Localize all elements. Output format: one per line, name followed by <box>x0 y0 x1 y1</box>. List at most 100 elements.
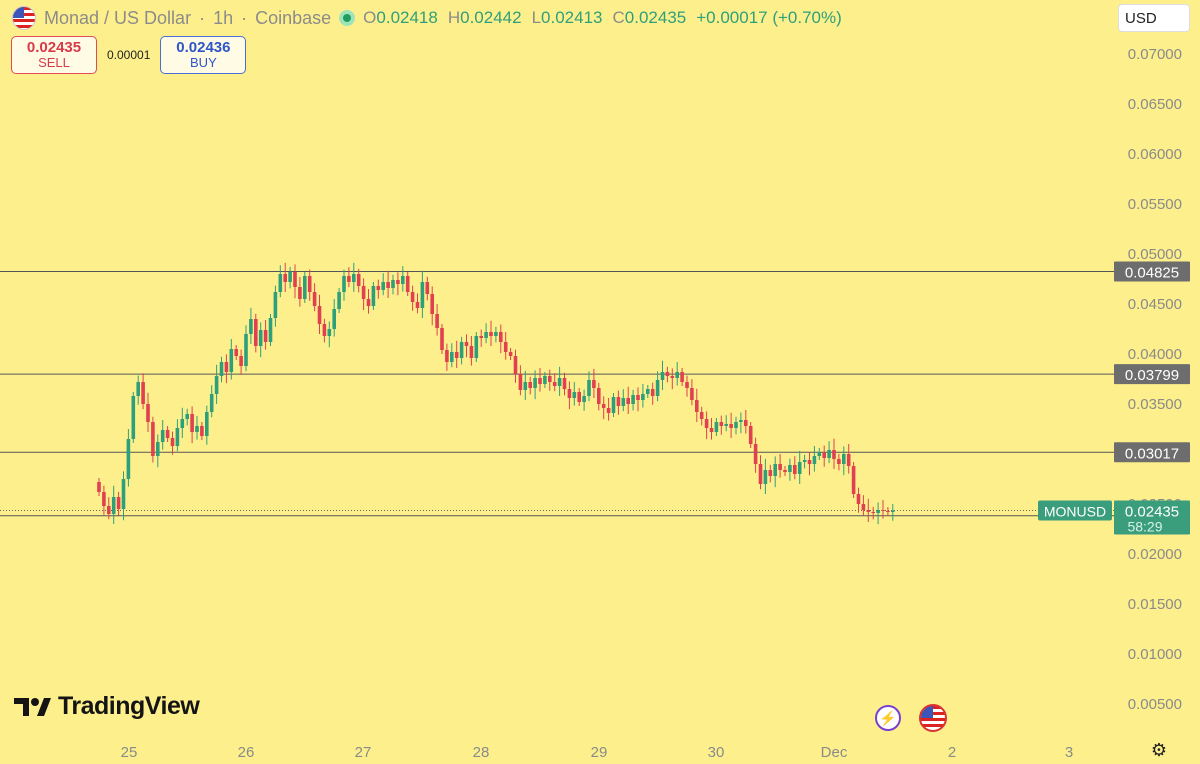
candle-body <box>97 482 101 492</box>
candle-body <box>606 408 611 413</box>
x-tick-label: 3 <box>1065 744 1073 761</box>
interval-label[interactable]: 1h <box>213 7 234 28</box>
currency-select[interactable]: USD <box>1118 4 1190 32</box>
candle-body <box>626 398 630 404</box>
candle-body <box>283 274 287 282</box>
ohlc-high: H0.02442 <box>447 8 522 27</box>
us-flag-icon[interactable] <box>919 704 947 732</box>
candle-body <box>342 276 346 292</box>
countdown-label: 58:29 <box>1127 519 1162 535</box>
candle-body <box>748 426 753 444</box>
candle-body <box>454 352 459 358</box>
x-tick-label: 29 <box>591 744 608 761</box>
candle-body <box>450 352 454 362</box>
candle-body <box>249 319 253 334</box>
buy-button[interactable]: 0.02436 BUY <box>160 36 247 74</box>
candle-body <box>410 292 415 302</box>
price-tag-box <box>1114 261 1190 282</box>
x-tick-label: 30 <box>708 744 725 761</box>
candle-body <box>592 380 596 388</box>
candle-body <box>881 510 885 511</box>
candle-body <box>190 414 194 432</box>
price-axis: 0.005000.010000.015000.020000.025000.030… <box>1128 46 1182 713</box>
candle-body <box>146 404 150 422</box>
candle-body <box>695 400 699 412</box>
candle-body <box>508 352 513 356</box>
candle-body <box>494 332 498 336</box>
candle-body <box>440 328 444 350</box>
candle-body <box>499 332 503 342</box>
y-tick-label: 0.04000 <box>1128 346 1182 363</box>
candle-body <box>479 336 483 338</box>
separator: · <box>241 7 248 28</box>
candle-body <box>107 506 111 514</box>
symbol-tag-label: MONUSD <box>1044 504 1106 520</box>
y-tick-label: 0.05000 <box>1128 246 1182 263</box>
candle-body <box>126 439 131 479</box>
y-tick-label: 0.06000 <box>1128 146 1182 163</box>
candle-body <box>817 452 822 456</box>
candle-body <box>655 380 660 396</box>
candle-body <box>533 378 537 388</box>
candle-body <box>244 334 248 366</box>
x-tick-label: 28 <box>473 744 490 761</box>
candle-body <box>327 329 332 336</box>
candle-body <box>827 450 831 458</box>
candle-body <box>587 380 591 396</box>
lightning-icon[interactable]: ⚡ <box>875 705 901 731</box>
symbol-title[interactable]: Monad / US Dollar <box>44 7 192 28</box>
candle-body <box>871 512 875 513</box>
candle-body <box>665 372 670 376</box>
candle-body <box>793 465 797 474</box>
candle-body <box>239 356 243 366</box>
candle-body <box>131 396 136 439</box>
candle-body <box>822 452 826 458</box>
candle-body <box>807 460 812 464</box>
sell-button[interactable]: 0.02435 SELL <box>11 36 97 74</box>
candle-body <box>484 332 488 338</box>
buy-price: 0.02436 <box>176 38 231 56</box>
x-tick-label: 25 <box>121 744 138 761</box>
candle-body <box>151 422 155 456</box>
candle-body <box>381 282 385 290</box>
exchange-label: Coinbase <box>255 7 332 28</box>
candle-body <box>616 397 621 406</box>
candle-body <box>601 404 606 408</box>
candle-body <box>141 382 145 404</box>
candle-body <box>254 319 258 346</box>
candle-body <box>856 494 861 504</box>
price-tag-box <box>1114 364 1190 385</box>
y-tick-label: 0.00500 <box>1128 696 1182 713</box>
candle-body <box>425 282 430 294</box>
candle-body <box>680 372 684 382</box>
ohlc-close: C0.02435 <box>612 8 687 27</box>
last-price-tag-box <box>1114 500 1190 535</box>
gear-icon[interactable]: ⚙ <box>1150 740 1168 760</box>
candle-body <box>376 286 381 290</box>
candle-body <box>562 378 567 389</box>
candle-body <box>876 510 880 513</box>
candle-body <box>597 388 601 404</box>
candle-body <box>298 287 302 299</box>
candle-body <box>851 466 856 494</box>
candle-body <box>401 276 405 284</box>
candle-body <box>783 470 787 472</box>
candle-body <box>420 282 425 308</box>
candle-body <box>704 419 709 428</box>
x-tick-label: 27 <box>355 744 372 761</box>
candles <box>97 262 895 525</box>
candle-body <box>724 424 728 426</box>
candle-body <box>518 374 523 390</box>
candle-body <box>209 394 214 412</box>
tradingview-logo[interactable]: TradingView <box>14 692 200 721</box>
candle-body <box>685 382 689 388</box>
candle-body <box>538 378 542 384</box>
last-price-label: 0.02435 <box>1125 504 1179 521</box>
candle-body <box>303 276 307 299</box>
candle-body <box>778 464 782 470</box>
ohlc-low: L0.02413 <box>531 8 603 27</box>
candle-body <box>288 272 292 282</box>
candle-body <box>366 299 371 306</box>
candle-body <box>391 280 395 288</box>
